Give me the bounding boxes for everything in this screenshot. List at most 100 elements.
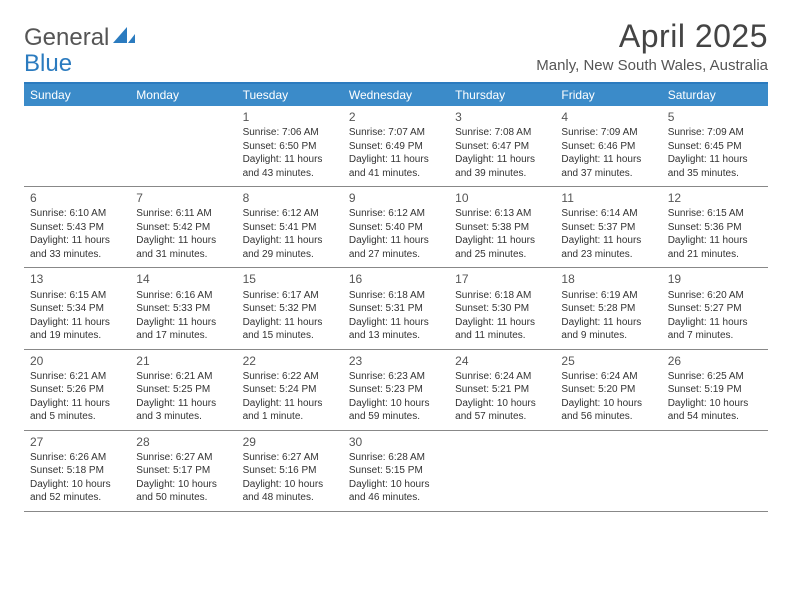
sunset-text: Sunset: 5:30 PM bbox=[455, 302, 549, 316]
sunrise-text: Sunrise: 6:20 AM bbox=[668, 289, 762, 303]
daylight-text: Daylight: 11 hours and 13 minutes. bbox=[349, 316, 443, 343]
logo-sail-icon bbox=[113, 24, 135, 52]
daylight-text: Daylight: 11 hours and 25 minutes. bbox=[455, 234, 549, 261]
day-number: 10 bbox=[455, 190, 549, 206]
day-cell: 25Sunrise: 6:24 AMSunset: 5:20 PMDayligh… bbox=[555, 350, 661, 430]
sunset-text: Sunset: 5:19 PM bbox=[668, 383, 762, 397]
sunrise-text: Sunrise: 6:27 AM bbox=[136, 451, 230, 465]
day-cell: 9Sunrise: 6:12 AMSunset: 5:40 PMDaylight… bbox=[343, 187, 449, 267]
sunrise-text: Sunrise: 6:12 AM bbox=[243, 207, 337, 221]
daylight-text: Daylight: 10 hours and 59 minutes. bbox=[349, 397, 443, 424]
day-number: 20 bbox=[30, 353, 124, 369]
sunset-text: Sunset: 5:40 PM bbox=[349, 221, 443, 235]
day-cell: 24Sunrise: 6:24 AMSunset: 5:21 PMDayligh… bbox=[449, 350, 555, 430]
day-cell: 2Sunrise: 7:07 AMSunset: 6:49 PMDaylight… bbox=[343, 106, 449, 186]
sunrise-text: Sunrise: 6:16 AM bbox=[136, 289, 230, 303]
daylight-text: Daylight: 10 hours and 56 minutes. bbox=[561, 397, 655, 424]
sunset-text: Sunset: 5:38 PM bbox=[455, 221, 549, 235]
sunset-text: Sunset: 5:36 PM bbox=[668, 221, 762, 235]
sunset-text: Sunset: 5:28 PM bbox=[561, 302, 655, 316]
daylight-text: Daylight: 11 hours and 15 minutes. bbox=[243, 316, 337, 343]
day-cell: 13Sunrise: 6:15 AMSunset: 5:34 PMDayligh… bbox=[24, 268, 130, 348]
daylight-text: Daylight: 10 hours and 57 minutes. bbox=[455, 397, 549, 424]
daylight-text: Daylight: 11 hours and 37 minutes. bbox=[561, 153, 655, 180]
day-cell: 11Sunrise: 6:14 AMSunset: 5:37 PMDayligh… bbox=[555, 187, 661, 267]
sunrise-text: Sunrise: 6:19 AM bbox=[561, 289, 655, 303]
day-cell: 14Sunrise: 6:16 AMSunset: 5:33 PMDayligh… bbox=[130, 268, 236, 348]
day-number: 15 bbox=[243, 271, 337, 287]
day-cell: 18Sunrise: 6:19 AMSunset: 5:28 PMDayligh… bbox=[555, 268, 661, 348]
daylight-text: Daylight: 11 hours and 17 minutes. bbox=[136, 316, 230, 343]
weekday-header-row: Sunday Monday Tuesday Wednesday Thursday… bbox=[24, 84, 768, 106]
sunrise-text: Sunrise: 6:21 AM bbox=[136, 370, 230, 384]
day-number: 28 bbox=[136, 434, 230, 450]
day-cell: 16Sunrise: 6:18 AMSunset: 5:31 PMDayligh… bbox=[343, 268, 449, 348]
day-cell: 19Sunrise: 6:20 AMSunset: 5:27 PMDayligh… bbox=[662, 268, 768, 348]
sunrise-text: Sunrise: 6:25 AM bbox=[668, 370, 762, 384]
day-cell: 7Sunrise: 6:11 AMSunset: 5:42 PMDaylight… bbox=[130, 187, 236, 267]
day-cell: 30Sunrise: 6:28 AMSunset: 5:15 PMDayligh… bbox=[343, 431, 449, 511]
sunrise-text: Sunrise: 6:11 AM bbox=[136, 207, 230, 221]
daylight-text: Daylight: 11 hours and 43 minutes. bbox=[243, 153, 337, 180]
sunset-text: Sunset: 5:15 PM bbox=[349, 464, 443, 478]
week-row: 1Sunrise: 7:06 AMSunset: 6:50 PMDaylight… bbox=[24, 106, 768, 187]
day-cell: 15Sunrise: 6:17 AMSunset: 5:32 PMDayligh… bbox=[237, 268, 343, 348]
daylight-text: Daylight: 11 hours and 29 minutes. bbox=[243, 234, 337, 261]
day-number: 25 bbox=[561, 353, 655, 369]
weeks-container: 1Sunrise: 7:06 AMSunset: 6:50 PMDaylight… bbox=[24, 106, 768, 512]
title-block: April 2025 Manly, New South Wales, Austr… bbox=[536, 18, 768, 74]
day-cell: 27Sunrise: 6:26 AMSunset: 5:18 PMDayligh… bbox=[24, 431, 130, 511]
sunrise-text: Sunrise: 7:06 AM bbox=[243, 126, 337, 140]
day-cell: 26Sunrise: 6:25 AMSunset: 5:19 PMDayligh… bbox=[662, 350, 768, 430]
day-number: 21 bbox=[136, 353, 230, 369]
weekday-header: Saturday bbox=[662, 84, 768, 106]
day-cell: 21Sunrise: 6:21 AMSunset: 5:25 PMDayligh… bbox=[130, 350, 236, 430]
sunset-text: Sunset: 5:27 PM bbox=[668, 302, 762, 316]
day-number: 13 bbox=[30, 271, 124, 287]
day-number: 22 bbox=[243, 353, 337, 369]
day-cell: 4Sunrise: 7:09 AMSunset: 6:46 PMDaylight… bbox=[555, 106, 661, 186]
sunset-text: Sunset: 5:24 PM bbox=[243, 383, 337, 397]
sunrise-text: Sunrise: 6:18 AM bbox=[455, 289, 549, 303]
day-cell: 28Sunrise: 6:27 AMSunset: 5:17 PMDayligh… bbox=[130, 431, 236, 511]
sunset-text: Sunset: 5:21 PM bbox=[455, 383, 549, 397]
daylight-text: Daylight: 11 hours and 35 minutes. bbox=[668, 153, 762, 180]
day-cell: 10Sunrise: 6:13 AMSunset: 5:38 PMDayligh… bbox=[449, 187, 555, 267]
day-number: 17 bbox=[455, 271, 549, 287]
sunrise-text: Sunrise: 6:13 AM bbox=[455, 207, 549, 221]
day-number: 29 bbox=[243, 434, 337, 450]
sunrise-text: Sunrise: 6:15 AM bbox=[30, 289, 124, 303]
day-cell: 1Sunrise: 7:06 AMSunset: 6:50 PMDaylight… bbox=[237, 106, 343, 186]
daylight-text: Daylight: 11 hours and 5 minutes. bbox=[30, 397, 124, 424]
day-number: 8 bbox=[243, 190, 337, 206]
daylight-text: Daylight: 11 hours and 11 minutes. bbox=[455, 316, 549, 343]
day-cell: 20Sunrise: 6:21 AMSunset: 5:26 PMDayligh… bbox=[24, 350, 130, 430]
day-cell: 17 Sunrise: 6:18 AMSunset: 5:30 PMDayligh… bbox=[449, 268, 555, 348]
daylight-text: Daylight: 11 hours and 21 minutes. bbox=[668, 234, 762, 261]
day-number: 30 bbox=[349, 434, 443, 450]
sunrise-text: Sunrise: 7:07 AM bbox=[349, 126, 443, 140]
logo-text-2: Blue bbox=[24, 50, 72, 78]
day-cell: 5Sunrise: 7:09 AMSunset: 6:45 PMDaylight… bbox=[662, 106, 768, 186]
daylight-text: Daylight: 11 hours and 1 minute. bbox=[243, 397, 337, 424]
day-cell: 6Sunrise: 6:10 AMSunset: 5:43 PMDaylight… bbox=[24, 187, 130, 267]
daylight-text: Daylight: 11 hours and 3 minutes. bbox=[136, 397, 230, 424]
weekday-header: Sunday bbox=[24, 84, 130, 106]
sunset-text: Sunset: 5:42 PM bbox=[136, 221, 230, 235]
daylight-text: Daylight: 10 hours and 48 minutes. bbox=[243, 478, 337, 505]
sunset-text: Sunset: 6:50 PM bbox=[243, 140, 337, 154]
week-row: 20Sunrise: 6:21 AMSunset: 5:26 PMDayligh… bbox=[24, 350, 768, 431]
daylight-text: Daylight: 10 hours and 54 minutes. bbox=[668, 397, 762, 424]
sunrise-text: Sunrise: 6:27 AM bbox=[243, 451, 337, 465]
day-cell: 12Sunrise: 6:15 AMSunset: 5:36 PMDayligh… bbox=[662, 187, 768, 267]
daylight-text: Daylight: 11 hours and 7 minutes. bbox=[668, 316, 762, 343]
sunset-text: Sunset: 5:17 PM bbox=[136, 464, 230, 478]
daylight-text: Daylight: 11 hours and 33 minutes. bbox=[30, 234, 124, 261]
daylight-text: Daylight: 10 hours and 52 minutes. bbox=[30, 478, 124, 505]
sunset-text: Sunset: 5:41 PM bbox=[243, 221, 337, 235]
sunset-text: Sunset: 5:20 PM bbox=[561, 383, 655, 397]
daylight-text: Daylight: 11 hours and 9 minutes. bbox=[561, 316, 655, 343]
week-row: 13Sunrise: 6:15 AMSunset: 5:34 PMDayligh… bbox=[24, 268, 768, 349]
day-cell: 23Sunrise: 6:23 AMSunset: 5:23 PMDayligh… bbox=[343, 350, 449, 430]
sunset-text: Sunset: 5:33 PM bbox=[136, 302, 230, 316]
